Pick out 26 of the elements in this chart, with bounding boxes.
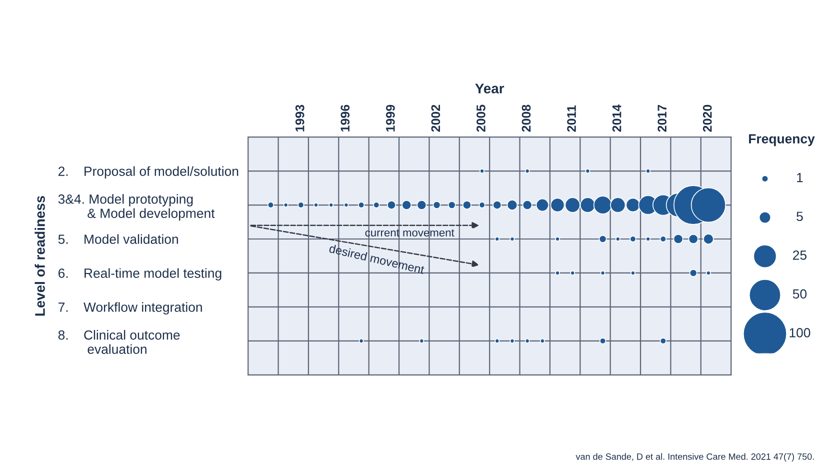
text: van de Sande, D et al. Intensive Care Med. 2021 47(7) 750. <box>576 453 814 462</box>
x-tick-label: 1993 <box>295 104 304 132</box>
x-tick-label: 2005 <box>476 104 486 132</box>
legend-title: Frequency <box>749 134 815 146</box>
y-tick-label: 2. Proposal of model/solution <box>58 166 238 179</box>
y-tick-label: 6. Real-time model testing <box>58 268 222 280</box>
legend-label: 1 <box>797 173 803 182</box>
x-tick-label: 2014 <box>612 104 622 132</box>
x-tick-label: 1996 <box>340 104 350 132</box>
legend-label: 100 <box>790 328 810 338</box>
y-tick-label: 7. Workflow integration <box>58 302 202 314</box>
legend-label: 25 <box>793 250 806 260</box>
x-tick-label: 2017 <box>658 104 667 132</box>
y-tick-label: 3&4. Model prototyping & Model development <box>58 194 215 221</box>
x-tick-label: 2011 <box>567 105 576 132</box>
x-tick-label: 2002 <box>431 104 440 132</box>
x-tick-label: 2008 <box>522 104 531 132</box>
y-tick-label: 8. Clinical outcome evaluation <box>58 330 180 354</box>
y-tick-label: 5. Model validation <box>58 234 178 244</box>
legend-label: 50 <box>792 289 807 299</box>
legend-label: 5 <box>796 212 803 222</box>
x-tick-label: 1999 <box>386 104 395 132</box>
x-tick-label: 2020 <box>702 104 712 132</box>
x-axis-title: Year <box>475 84 504 94</box>
annotation: desired movement <box>328 244 425 274</box>
y-axis-title: Level of readiness <box>34 196 45 316</box>
